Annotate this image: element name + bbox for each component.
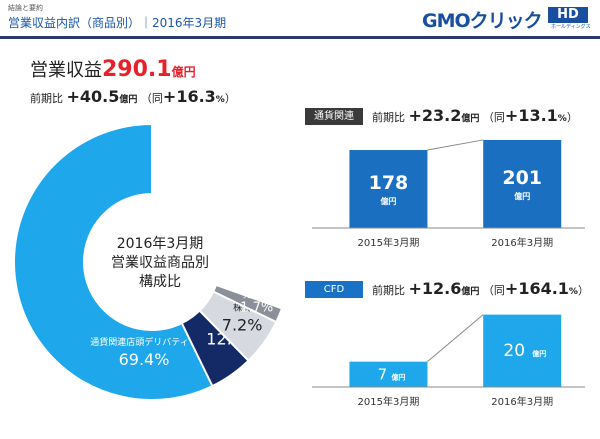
revenue-headline: 営業収益290.1億円 [30, 56, 196, 82]
cfd-bar-value: 7 [378, 365, 388, 383]
pie-center-title: 構成比 [139, 274, 181, 290]
logo-hd-badge: HD [548, 7, 588, 23]
slide-title: 営業収益内訳（商品別）｜2016年3月期 [8, 16, 227, 30]
cfd-bar-value: 20 [503, 341, 525, 361]
cfd-x-label: 2016年3月期 [491, 395, 553, 408]
cfd-connector [427, 314, 484, 363]
cfd-growth-abs-unit: 億円 [461, 287, 480, 297]
cfd-bar [483, 314, 562, 387]
pie-value-label: 1.7% [240, 300, 273, 315]
pie-center-title: 2016年3月期 [117, 236, 204, 252]
yoy-abs: +40.5 [66, 87, 120, 106]
fx-bar-value: 201 [502, 167, 542, 189]
fx-growth-pct-open: （同 [482, 111, 505, 124]
fx-growth: 前期比 +23.2億円 （同+13.1%） [372, 106, 578, 125]
fx-bar [349, 150, 428, 228]
fx-bar-unit: 億円 [514, 191, 530, 201]
revenue-unit: 億円 [171, 65, 196, 79]
yoy-pct-unit: % [215, 95, 225, 105]
fx-bar [483, 139, 562, 228]
logo-text: GMOクリック [422, 10, 543, 32]
fx-growth-label: 前期比 [372, 111, 405, 124]
slide-header: 結論と要約 営業収益内訳（商品別）｜2016年3月期 GMOクリック HD ホー… [0, 0, 600, 39]
cfd-bar-unit: 億円 [391, 372, 405, 381]
fx-growth-pct-unit: % [557, 114, 567, 124]
fx-tag: 通貨関連 [305, 108, 363, 125]
fx-growth-pct-close: ） [566, 111, 578, 124]
fx-growth-abs: +23.2 [408, 106, 462, 125]
yoy-pct-open: （同 [140, 92, 163, 105]
cfd-x-label: 2015年3月期 [358, 395, 420, 408]
revenue-value: 290.1 [102, 57, 172, 82]
fx-connector [427, 139, 484, 151]
cfd-bar-unit: 億円 [532, 349, 546, 358]
pie-value-label: 7.2% [222, 316, 263, 335]
cfd-growth: 前期比 +12.6億円 （同+164.1%） [372, 279, 589, 298]
logo-subtext: ホールディングス [551, 24, 591, 30]
yoy-pct: +16.3 [162, 87, 216, 106]
cfd-bar [349, 361, 428, 387]
pie-category-label: 先物OP [243, 289, 270, 299]
slide-subtitle: 結論と要約 [8, 4, 43, 12]
company-logo: GMOクリック HD ホールディングス [422, 6, 592, 32]
cfd-growth-label: 前期比 [372, 284, 405, 297]
fx-x-label: 2016年3月期 [491, 236, 553, 249]
revenue-yoy: 前期比 +40.5億円 （同+16.3%） [30, 87, 236, 106]
cfd-growth-pct-unit: % [568, 287, 578, 297]
yoy-label: 前期比 [30, 92, 63, 105]
pie-center-title: 営業収益商品別 [111, 255, 209, 271]
pie-category-label: 通貨関連店頭デリバティブ [90, 336, 197, 348]
pie-center [85, 195, 219, 329]
cfd-growth-abs: +12.6 [408, 279, 462, 298]
fx-bar-value: 178 [369, 172, 409, 194]
yoy-pct-close: ） [224, 92, 236, 105]
pie-value-label: 69.4% [119, 350, 170, 369]
fx-bar-unit: 億円 [380, 196, 396, 206]
cfd-growth-pct-close: ） [577, 284, 589, 297]
fx-growth-pct: +13.1 [504, 106, 558, 125]
fx-growth-abs-unit: 億円 [461, 114, 480, 124]
revenue-label: 営業収益 [30, 60, 102, 81]
cfd-growth-pct: +164.1 [504, 279, 569, 298]
cfd-growth-pct-open: （同 [482, 284, 505, 297]
pie-slice [211, 283, 284, 324]
yoy-abs-unit: 億円 [119, 95, 138, 105]
fx-x-label: 2015年3月期 [358, 236, 420, 249]
cfd-tag: CFD [305, 281, 363, 298]
